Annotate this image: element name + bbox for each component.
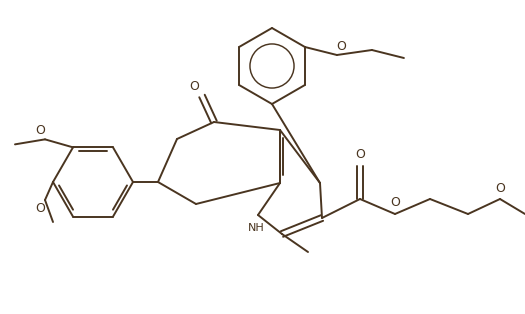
Text: O: O (390, 197, 400, 209)
Text: O: O (35, 203, 45, 215)
Text: O: O (35, 124, 45, 137)
Text: O: O (495, 181, 505, 194)
Text: NH: NH (248, 223, 265, 233)
Text: O: O (189, 79, 199, 93)
Text: O: O (336, 40, 346, 52)
Text: O: O (355, 149, 365, 161)
